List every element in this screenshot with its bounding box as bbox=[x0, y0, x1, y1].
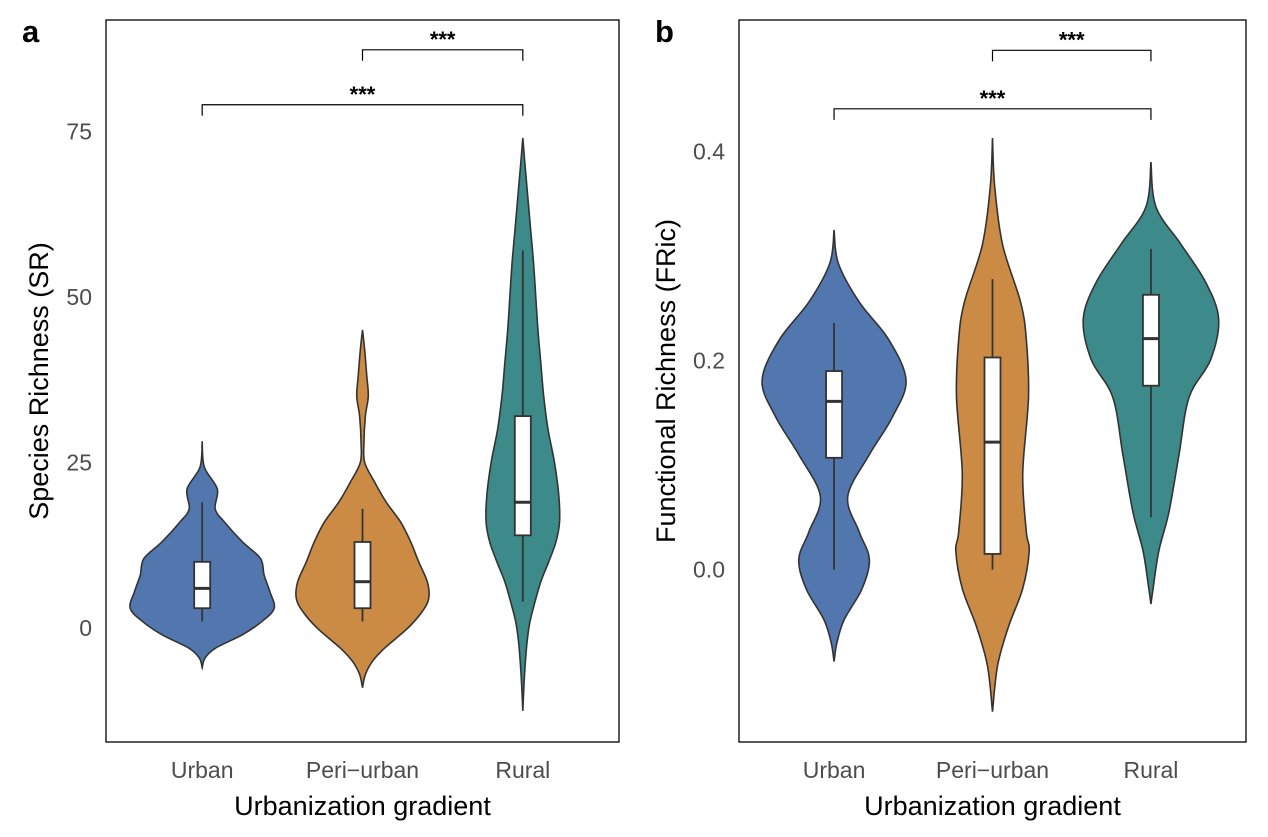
y-tick-label: 25 bbox=[66, 449, 92, 475]
significance-bracket bbox=[361, 49, 524, 61]
y-tick-label: 0.4 bbox=[693, 139, 725, 165]
x-tick-label: Urban bbox=[171, 757, 234, 783]
y-tick-label: 75 bbox=[66, 118, 92, 144]
y-tick-label: 0.0 bbox=[693, 557, 725, 583]
box bbox=[983, 356, 1002, 555]
panel-a: a 0 25 50 75 Urban Peri−urban Rural *** *** Urbani… bbox=[22, 14, 620, 821]
violin-2 bbox=[295, 329, 430, 688]
significance-bracket bbox=[991, 49, 1152, 62]
x-tick-label: Rural bbox=[1123, 757, 1178, 783]
box bbox=[353, 541, 372, 610]
y-tick-label: 0.2 bbox=[693, 348, 725, 374]
box bbox=[1142, 293, 1160, 387]
plot-border bbox=[738, 19, 1247, 743]
x-tick-label: Peri−urban bbox=[936, 757, 1049, 783]
significance-label: *** bbox=[430, 27, 456, 52]
panel-label: b bbox=[655, 14, 674, 49]
box bbox=[193, 560, 212, 610]
box bbox=[513, 415, 532, 537]
box bbox=[825, 370, 843, 459]
significance-bracket bbox=[201, 104, 524, 116]
significance-bracket bbox=[833, 108, 1152, 120]
x-tick-label: Peri−urban bbox=[306, 757, 419, 783]
significance-label: *** bbox=[1059, 27, 1085, 52]
y-axis-title: Species Richness (SR) bbox=[24, 242, 54, 520]
x-tick-label: Urban bbox=[803, 757, 866, 783]
x-tick-label: Rural bbox=[495, 757, 550, 783]
significance-label: *** bbox=[980, 86, 1006, 111]
panel-label: a bbox=[22, 14, 40, 49]
x-axis-title: Urbanization gradient bbox=[864, 791, 1121, 821]
x-axis-title: Urbanization gradient bbox=[234, 791, 491, 821]
y-tick-label: 50 bbox=[66, 284, 92, 310]
y-tick-label: 0 bbox=[79, 615, 92, 641]
panel-b: b 0.0 0.2 0.4 Urban Peri−urban Rural *** *** Urba… bbox=[651, 14, 1247, 821]
significance-label: *** bbox=[350, 82, 376, 107]
y-axis-title: Functional Richness (FRic) bbox=[651, 219, 681, 543]
plot-border bbox=[105, 19, 620, 743]
